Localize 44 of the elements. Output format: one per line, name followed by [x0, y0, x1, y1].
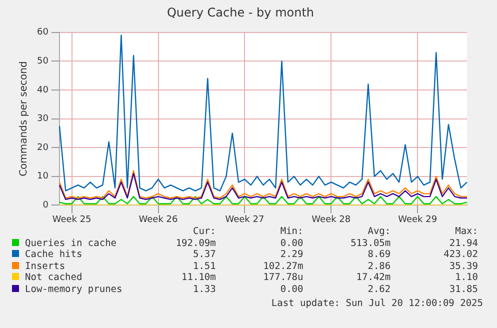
text: 0.00: [279, 238, 304, 249]
y-axis-title: Commands per second: [18, 61, 30, 176]
text: 17.42m: [355, 272, 391, 284]
y-tick-label: 0: [42, 200, 49, 211]
text: 423.02: [442, 249, 478, 260]
text: 513.05m: [350, 238, 391, 249]
legend-label: Not cached: [24, 272, 84, 284]
x-tick-label: Week 29: [398, 214, 438, 225]
text: 1.33: [192, 284, 216, 295]
text: 0.00: [279, 284, 304, 295]
y-tick-label: 30: [37, 114, 49, 124]
text: 8.69: [366, 249, 391, 260]
x-tick-label: Week 26: [138, 214, 178, 225]
text: 177.78u: [262, 272, 304, 284]
text: Min:: [279, 226, 304, 238]
text: 2.29: [279, 249, 304, 260]
text: 102.27m: [262, 260, 304, 272]
text: 21.94: [448, 238, 478, 249]
x-tick-label: Week 28: [312, 214, 351, 225]
text: 2.86: [366, 260, 391, 272]
text: 35.39: [448, 260, 478, 272]
y-tick-label: 60: [37, 28, 49, 38]
text: 1.10: [454, 272, 478, 284]
legend-label: Queries in cache: [24, 238, 118, 249]
y-tick-label: 50: [37, 56, 49, 67]
x-tick-label: Week 27: [225, 214, 264, 225]
legend-label: Inserts: [24, 260, 66, 272]
text: Avg:: [366, 226, 391, 238]
text: 11.10m: [180, 272, 216, 284]
y-tick-label: 40: [37, 85, 49, 96]
y-tick-label: 10: [37, 172, 49, 182]
text: Last update: Sun Jul 20 12:00:09 2025: [271, 298, 483, 309]
text: 192.09m: [174, 238, 216, 249]
x-tick-label: Week 25: [52, 214, 92, 225]
legend-label: Low-memory prunes: [24, 284, 124, 295]
legend-label: Cache hits: [24, 249, 84, 260]
y-tick-label: 20: [37, 142, 49, 153]
text: 2.62: [366, 284, 391, 295]
text: Cur:: [192, 226, 216, 238]
text: 31.85: [448, 284, 478, 295]
text: 1.51: [192, 260, 216, 272]
text: 5.37: [192, 249, 216, 260]
text: Max:: [454, 226, 478, 238]
chart-title: Query Cache - by month: [166, 5, 314, 20]
